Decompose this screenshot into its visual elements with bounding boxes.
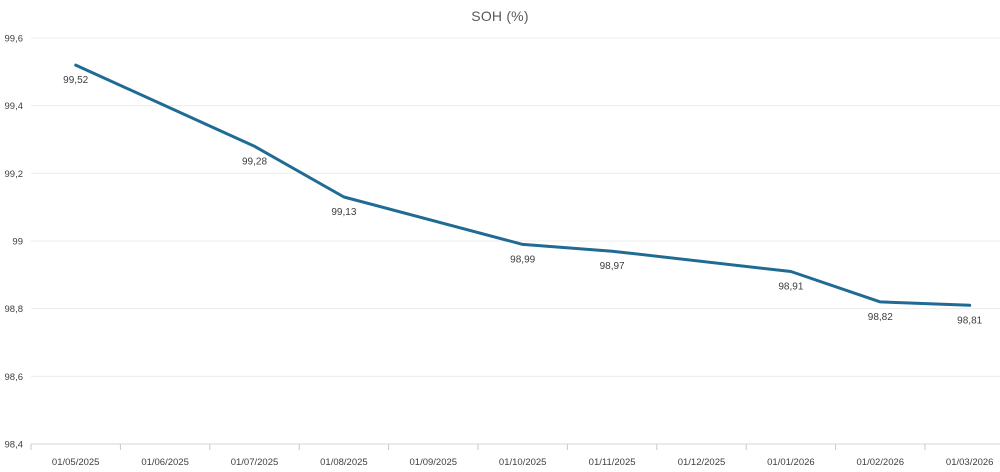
data-point-label: 98,81: [957, 315, 982, 326]
y-tick-label: 98,8: [5, 304, 24, 315]
y-tick-label: 99,2: [5, 169, 24, 180]
y-tick-label: 98,4: [5, 440, 24, 451]
x-tick-label: 01/02/2026: [857, 457, 905, 468]
x-tick-label: 01/05/2025: [52, 457, 100, 468]
x-tick-label: 01/12/2025: [678, 457, 726, 468]
x-tick-label: 01/08/2025: [320, 457, 368, 468]
data-point-label: 99,28: [242, 156, 267, 167]
x-tick-label: 01/07/2025: [231, 457, 279, 468]
x-tick-label: 01/01/2026: [767, 457, 815, 468]
y-tick-label: 98,6: [5, 372, 24, 383]
data-point-label: 98,82: [868, 312, 893, 323]
y-tick-label: 99,6: [5, 34, 24, 45]
data-point-label: 99,13: [331, 207, 356, 218]
x-tick-label: 01/03/2026: [946, 457, 994, 468]
x-tick-label: 01/06/2025: [141, 457, 189, 468]
x-tick-label: 01/10/2025: [499, 457, 547, 468]
y-tick-label: 99,4: [5, 101, 24, 112]
x-tick-label: 01/11/2025: [589, 457, 636, 468]
data-point-label: 99,52: [63, 75, 88, 86]
data-point-label: 98,91: [778, 281, 803, 292]
x-tick-label: 01/09/2025: [410, 457, 458, 468]
soh-series-line: [74, 63, 972, 307]
chart-title: SOH (%): [471, 8, 529, 24]
data-point-label: 98,99: [510, 254, 535, 265]
data-point-label: 98,97: [600, 261, 625, 272]
y-tick-label: 99: [12, 237, 23, 248]
